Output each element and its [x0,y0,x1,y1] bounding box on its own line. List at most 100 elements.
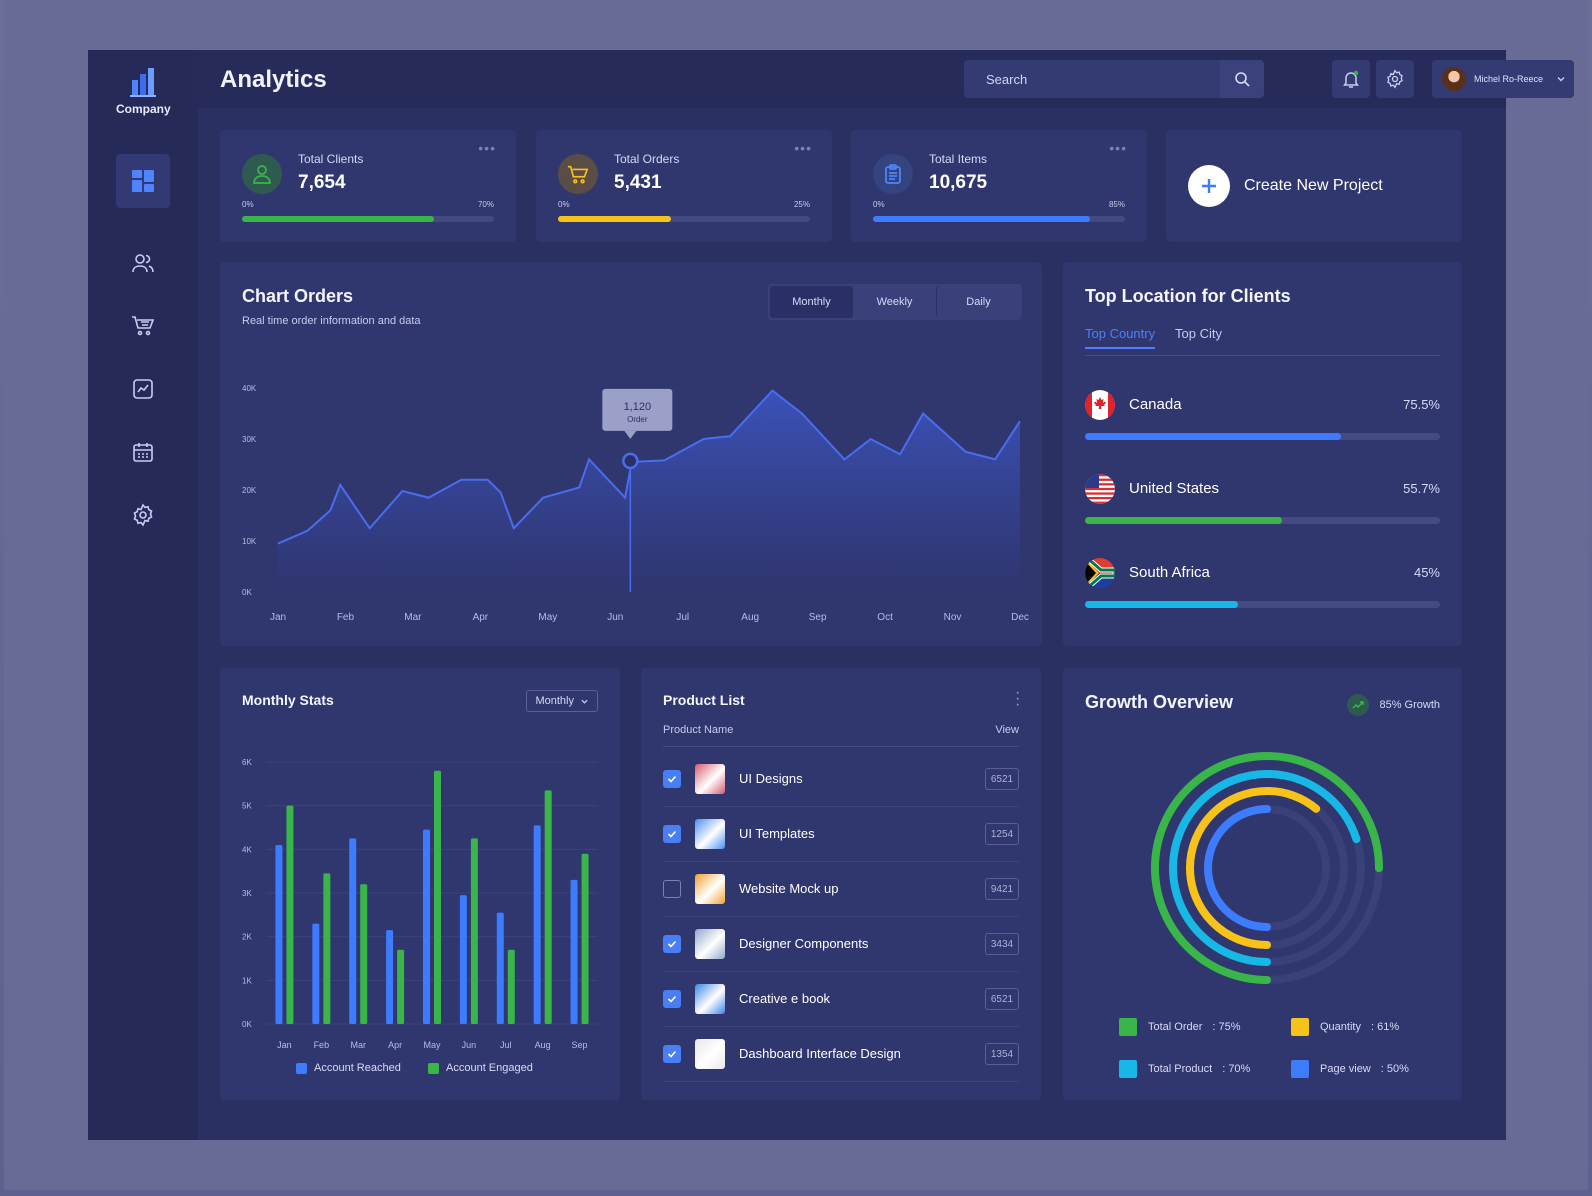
y-tick-label: 5K [242,802,252,811]
product-checkbox[interactable] [663,880,681,898]
sidebar-item-settings[interactable] [116,488,170,542]
x-tick-label: Sep [809,612,827,623]
dropdown-value: Monthly [535,695,574,707]
ring-progress [1169,770,1365,966]
product-list-card: Product List · · · Product Name View UI De… [641,668,1041,1100]
x-tick-label: May [423,1040,441,1050]
legend-total-product: Total Product : 70% [1119,1060,1250,1078]
monthly-stats-dropdown[interactable]: Monthly [526,690,598,712]
monthly-bar-chart: 0K 1K 2K 3K 4K 5K 6K Jan Feb Mar Apr May Jun Jul Aug Se… [242,758,598,1050]
logo[interactable]: Company [116,66,171,116]
bar-engaged [470,838,478,1024]
product-views[interactable]: 3434 [985,933,1019,955]
tab-weekly[interactable]: Weekly [876,296,913,308]
clipboard-icon [885,164,901,184]
legend-label: Page view [1320,1063,1371,1075]
tab-top-city[interactable]: Top City [1175,326,1222,341]
chart-orders-card: Chart Orders Real time order information… [220,262,1042,646]
ring-progress [1186,787,1348,949]
tab-monthly[interactable]: Monthly [770,286,853,318]
sidebar-item-orders[interactable] [116,298,170,352]
product-row[interactable]: UI Designs 6521 [663,752,1019,807]
search-button[interactable] [1220,60,1264,98]
y-tick-label: 1K [242,976,252,985]
create-project-label: Create New Project [1244,177,1383,194]
users-icon [132,254,154,273]
bar-engaged [323,873,331,1024]
x-tick-label: Jan [270,612,286,623]
legend-swatch [1119,1018,1137,1036]
x-tick-label: Feb [337,612,355,623]
check-icon [667,775,677,783]
sidebar-item-users[interactable] [116,236,170,290]
location-row: South Africa 45% [1085,558,1440,618]
create-project-button[interactable]: Create New Project [1166,130,1462,242]
bar-reached [349,838,357,1024]
calendar-icon [133,443,153,462]
bell-icon [1343,70,1359,88]
product-views[interactable]: 6521 [985,988,1019,1010]
x-tick-label: Mar [350,1040,366,1050]
gear-icon [133,503,153,527]
user-menu[interactable]: Michel Ro-Reece [1432,60,1574,98]
legend-total-order: Total Order : 75% [1119,1018,1241,1036]
monthly-stats-title: Monthly Stats [242,692,334,708]
brand-name: Company [116,102,171,116]
search-icon [1235,72,1250,87]
product-row[interactable]: UI Templates 1254 [663,807,1019,862]
settings-button[interactable] [1376,60,1414,98]
stat-icon-wrap [873,154,913,194]
product-checkbox[interactable] [663,1045,681,1063]
notifications-button[interactable] [1332,60,1370,98]
stat-card-clients: Total Clients 7,654 ••• 0% 70% [220,130,516,242]
tooltip-marker[interactable] [622,452,639,470]
legend-swatch [1291,1018,1309,1036]
product-name: UI Templates [739,826,815,841]
product-row[interactable]: Creative e book 6521 [663,972,1019,1027]
more-vertical-icon[interactable]: · · · [1015,684,1021,713]
x-tick-label: Apr [388,1040,402,1050]
product-views[interactable]: 1354 [985,1043,1019,1065]
product-thumbnail [695,984,725,1014]
check-icon [667,1050,677,1058]
check-icon [667,995,677,1003]
product-name: Dashboard Interface Design [739,1046,901,1061]
search-input[interactable] [964,60,1222,98]
sidebar-item-dashboard[interactable] [116,154,170,208]
orders-area-chart: 0K 10K 20K 30K 40K Jan Feb Mar Apr May Jun Jul Aug Se… [242,384,1029,623]
location-percent: 75.5% [1403,397,1440,412]
product-row[interactable]: Designer Components 3434 [663,917,1019,972]
x-tick-label: Jul [500,1040,512,1050]
product-views[interactable]: 9421 [985,878,1019,900]
y-tick-label: 20K [242,486,257,495]
y-tick-label: 4K [242,845,252,854]
product-views[interactable]: 6521 [985,768,1019,790]
period-toggle: Monthly Weekly Daily [768,284,1022,320]
product-checkbox[interactable] [663,935,681,953]
chevron-down-icon [581,699,588,704]
more-icon[interactable]: ••• [794,140,812,156]
product-row[interactable]: Dashboard Interface Design 1354 [663,1027,1019,1082]
product-row[interactable]: Website Mock up 9421 [663,862,1019,917]
more-icon[interactable]: ••• [478,140,496,156]
x-tick-label: Nov [944,612,962,623]
more-icon[interactable]: ••• [1109,140,1127,156]
legend-label: Total Product [1148,1063,1213,1075]
product-views[interactable]: 1254 [985,823,1019,845]
product-checkbox[interactable] [663,825,681,843]
sidebar-item-calendar[interactable] [116,425,170,479]
product-checkbox[interactable] [663,770,681,788]
dashboard-app: Company [88,50,1574,1140]
legend-value: : 50% [1380,1063,1409,1075]
tab-top-country[interactable]: Top Country [1085,326,1156,349]
x-tick-label: Jul [676,612,689,623]
location-name: South Africa [1129,564,1210,581]
bar-engaged [507,949,515,1024]
tab-daily[interactable]: Daily [936,286,1020,318]
y-tick-label: 0K [242,1020,252,1029]
search-box [964,60,1264,98]
product-checkbox[interactable] [663,990,681,1008]
progress-fill [558,216,672,222]
sidebar-item-analytics[interactable] [116,362,170,416]
stat-label: Total Clients [298,152,364,166]
